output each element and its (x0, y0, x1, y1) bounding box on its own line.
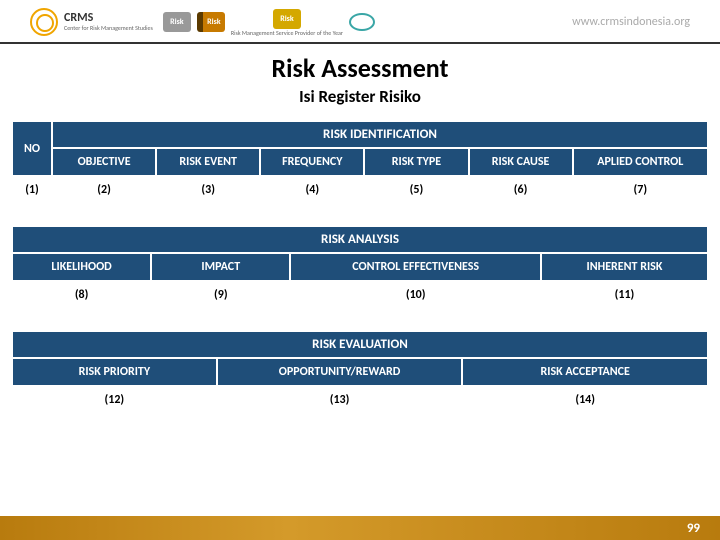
page-number: 99 (687, 521, 700, 536)
col-num: (9) (151, 281, 290, 309)
partner-badge: Risk (163, 12, 191, 33)
section-bar-evaluation: RISK EVALUATION (12, 331, 708, 358)
col-num: (1) (12, 176, 52, 204)
col-header: OPPORTUNITY/REWARD (217, 358, 463, 386)
page-subtitle: Isi Register Risiko (0, 86, 720, 107)
col-header: RISK PRIORITY (12, 358, 217, 386)
col-num: (2) (52, 176, 156, 204)
crms-logo-icon (30, 8, 58, 36)
logo-cluster: CRMS Center for Risk Management Studies … (30, 8, 375, 36)
risk-evaluation-table: RISK EVALUATION RISK PRIORITY OPPORTUNIT… (12, 331, 708, 414)
col-num: (3) (156, 176, 260, 204)
col-num: (14) (462, 386, 708, 414)
col-num: (13) (217, 386, 463, 414)
brand-sub: Center for Risk Management Studies (64, 24, 153, 32)
col-header: APLIED CONTROL (573, 148, 708, 176)
section-bar-identification: RISK IDENTIFICATION (52, 121, 708, 148)
col-header: IMPACT (151, 253, 290, 281)
col-header: LIKELIHOOD (12, 253, 151, 281)
col-header: RISK CAUSE (469, 148, 573, 176)
col-num: (5) (364, 176, 468, 204)
partner-badge: RiskRisk Management Service Provider of … (231, 9, 343, 36)
partner-badge: Risk (197, 12, 225, 33)
site-url: www.crmsindonesia.org (572, 15, 690, 29)
col-num: (4) (260, 176, 364, 204)
col-header: INHERENT RISK (541, 253, 708, 281)
col-no: NO (12, 121, 52, 176)
risk-identification-table: NO RISK IDENTIFICATION OBJECTIVE RISK EV… (12, 121, 708, 204)
crms-logo: CRMS Center for Risk Management Studies (30, 8, 153, 36)
col-header: OBJECTIVE (52, 148, 156, 176)
col-num: (8) (12, 281, 151, 309)
col-header: CONTROL EFFECTIVENESS (290, 253, 541, 281)
col-num: (10) (290, 281, 541, 309)
risk-analysis-table: RISK ANALYSIS LIKELIHOOD IMPACT CONTROL … (12, 226, 708, 309)
col-num: (7) (573, 176, 708, 204)
footer-stripe: 99 (0, 516, 720, 540)
brand-name: CRMS (64, 12, 153, 24)
col-header: FREQUENCY (260, 148, 364, 176)
slide-header: CRMS Center for Risk Management Studies … (0, 0, 720, 44)
col-num: (12) (12, 386, 217, 414)
partner-badge (349, 13, 375, 32)
col-num: (11) (541, 281, 708, 309)
col-header: RISK ACCEPTANCE (462, 358, 708, 386)
title-block: Risk Assessment Isi Register Risiko (0, 52, 720, 107)
section-bar-analysis: RISK ANALYSIS (12, 226, 708, 253)
col-header: RISK EVENT (156, 148, 260, 176)
page-title: Risk Assessment (0, 52, 720, 84)
col-header: RISK TYPE (364, 148, 468, 176)
col-num: (6) (469, 176, 573, 204)
